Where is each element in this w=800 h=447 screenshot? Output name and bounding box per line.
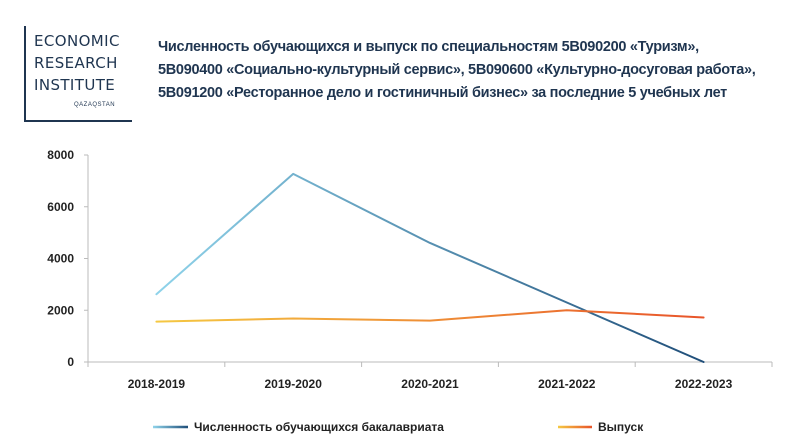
x-tick-label: 2022-2023 [675,377,733,391]
chart-title-line-1: Численность обучающихся и выпуск по спец… [158,39,699,55]
y-tick-label: 2000 [47,303,74,317]
chart-title: Численность обучающихся и выпуск по спец… [158,36,788,105]
series-line-0 [155,172,705,363]
y-tick-label: 8000 [47,148,74,162]
logo: ECONOMIC RESEARCH INSTITUTE QAZAQSTAN [24,26,132,122]
logo-line-2: RESEARCH [34,54,118,72]
logo-subtitle: QAZAQSTAN [74,102,116,108]
x-tick-label: 2021-2022 [538,377,596,391]
logo-line-1: ECONOMIC [34,32,120,50]
legend-label: Выпуск [598,420,644,434]
x-tick-label: 2018-2019 [128,377,186,391]
chart-title-line-3: 5В091200 «Ресторанное дело и гостиничный… [158,85,727,101]
y-tick-label: 0 [67,355,74,369]
y-tick-label: 6000 [47,200,74,214]
series-line-1 [155,309,705,323]
x-tick-label: 2019-2020 [265,377,323,391]
y-tick-label: 4000 [47,252,74,266]
legend-label: Численность обучающихся бакалавриата [194,420,444,434]
logo-line-3: INSTITUTE [34,76,116,94]
x-tick-label: 2020-2021 [401,377,459,391]
chart-title-line-2: 5В090400 «Социально-культурный сервис», … [158,62,756,78]
